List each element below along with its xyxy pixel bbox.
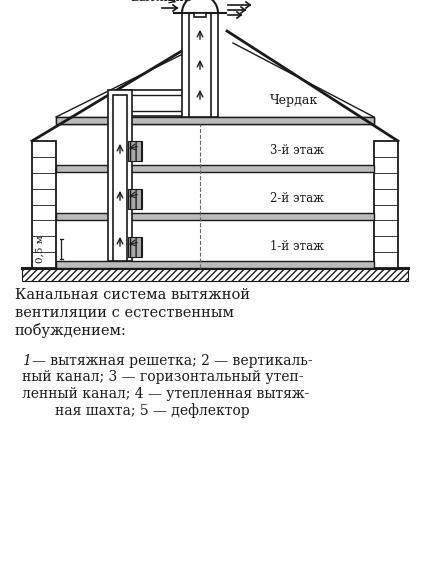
- Bar: [56, 261, 374, 268]
- Text: 2-й этаж: 2-й этаж: [270, 192, 324, 205]
- Text: Чердак: Чердак: [270, 94, 318, 107]
- Text: побуждением:: побуждением:: [15, 323, 127, 338]
- Bar: [108, 90, 132, 261]
- Bar: [128, 189, 142, 209]
- Text: 3-й этаж: 3-й этаж: [270, 144, 324, 157]
- Bar: [189, 13, 211, 117]
- Bar: [128, 141, 142, 161]
- Text: 0,5 м: 0,5 м: [36, 235, 44, 263]
- Bar: [56, 213, 374, 220]
- Bar: [22, 268, 408, 281]
- Bar: [56, 117, 374, 124]
- Bar: [56, 165, 374, 172]
- Bar: [32, 141, 56, 268]
- Bar: [194, 13, 206, 17]
- Text: ный канал; 3 — горизонтальный утеп-: ный канал; 3 — горизонтальный утеп-: [22, 371, 304, 384]
- Text: ная шахта; 5 — дефлектор: ная шахта; 5 — дефлектор: [55, 403, 250, 417]
- Text: 1: 1: [22, 354, 31, 368]
- Bar: [113, 95, 127, 261]
- Text: — вытяжная решетка; 2 — вертикаль-: — вытяжная решетка; 2 — вертикаль-: [32, 354, 313, 368]
- Text: 1-й этаж: 1-й этаж: [270, 240, 324, 253]
- Bar: [182, 13, 218, 117]
- Text: вентиляции с естественным: вентиляции с естественным: [15, 306, 234, 320]
- Bar: [56, 117, 374, 124]
- Text: Канальная система вытяжной: Канальная система вытяжной: [15, 288, 250, 302]
- Bar: [128, 237, 142, 257]
- Wedge shape: [182, 0, 218, 13]
- Text: ленный канал; 4 — утепленная вытяж-: ленный канал; 4 — утепленная вытяж-: [22, 387, 309, 401]
- Text: Вытяжка: Вытяжка: [130, 0, 191, 4]
- Bar: [374, 141, 398, 268]
